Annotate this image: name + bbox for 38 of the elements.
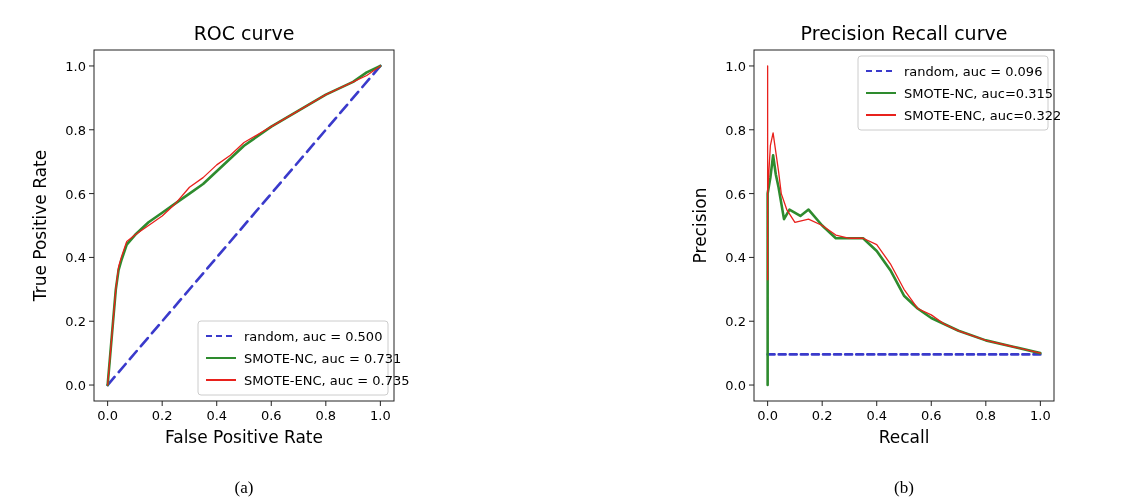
y-axis-title: True Positive Rate: [30, 149, 50, 303]
y-axis-title: Precision: [690, 187, 710, 264]
x-tick-label: 0.8: [315, 408, 337, 423]
chart-title: ROC curve: [193, 22, 295, 44]
y-tick-label: 0.6: [725, 186, 746, 202]
x-axis-title: False Positive Rate: [165, 427, 323, 447]
y-tick-label: 1.0: [65, 58, 86, 74]
x-tick-label: 0.4: [866, 408, 888, 423]
legend-label: SMOTE-NC, auc=0.315: [904, 86, 1054, 101]
y-tick-label: 1.0: [725, 58, 746, 74]
y-tick-label: 0.0: [725, 378, 746, 394]
y-tick-label: 0.4: [65, 250, 86, 266]
x-tick-label: 0.2: [151, 408, 173, 423]
text: (b): [894, 478, 914, 497]
chart-title: Precision Recall curve: [800, 22, 1008, 44]
x-tick-label: 0.6: [260, 408, 282, 423]
x-axis-title: Recall: [878, 427, 930, 447]
x-tick-label: 0.0: [757, 408, 778, 423]
y-tick-label: 0.8: [65, 122, 86, 138]
y-tick-label: 0.8: [725, 122, 746, 138]
legend-label: random, auc = 0.096: [904, 64, 1043, 79]
x-tick-label: 1.0: [370, 408, 391, 423]
x-tick-label: 0.0: [97, 408, 118, 423]
y-tick-label: 0.6: [65, 186, 86, 202]
legend-label: SMOTE-ENC, auc = 0.735: [244, 373, 410, 388]
text: (a): [234, 478, 254, 497]
y-tick-label: 0.0: [65, 378, 86, 394]
y-tick-label: 0.2: [725, 314, 746, 330]
y-tick-label: 0.2: [65, 314, 86, 330]
legend-label: SMOTE-NC, auc = 0.731: [244, 351, 402, 366]
y-tick-label: 0.4: [725, 250, 746, 266]
x-tick-label: 0.4: [206, 408, 228, 423]
x-tick-label: 0.8: [975, 408, 997, 423]
legend-label: random, auc = 0.500: [244, 329, 383, 344]
x-tick-label: 0.2: [811, 408, 833, 423]
x-tick-label: 0.6: [920, 408, 942, 423]
x-tick-label: 1.0: [1030, 408, 1051, 423]
legend-label: SMOTE-ENC, auc=0.322: [904, 108, 1062, 123]
